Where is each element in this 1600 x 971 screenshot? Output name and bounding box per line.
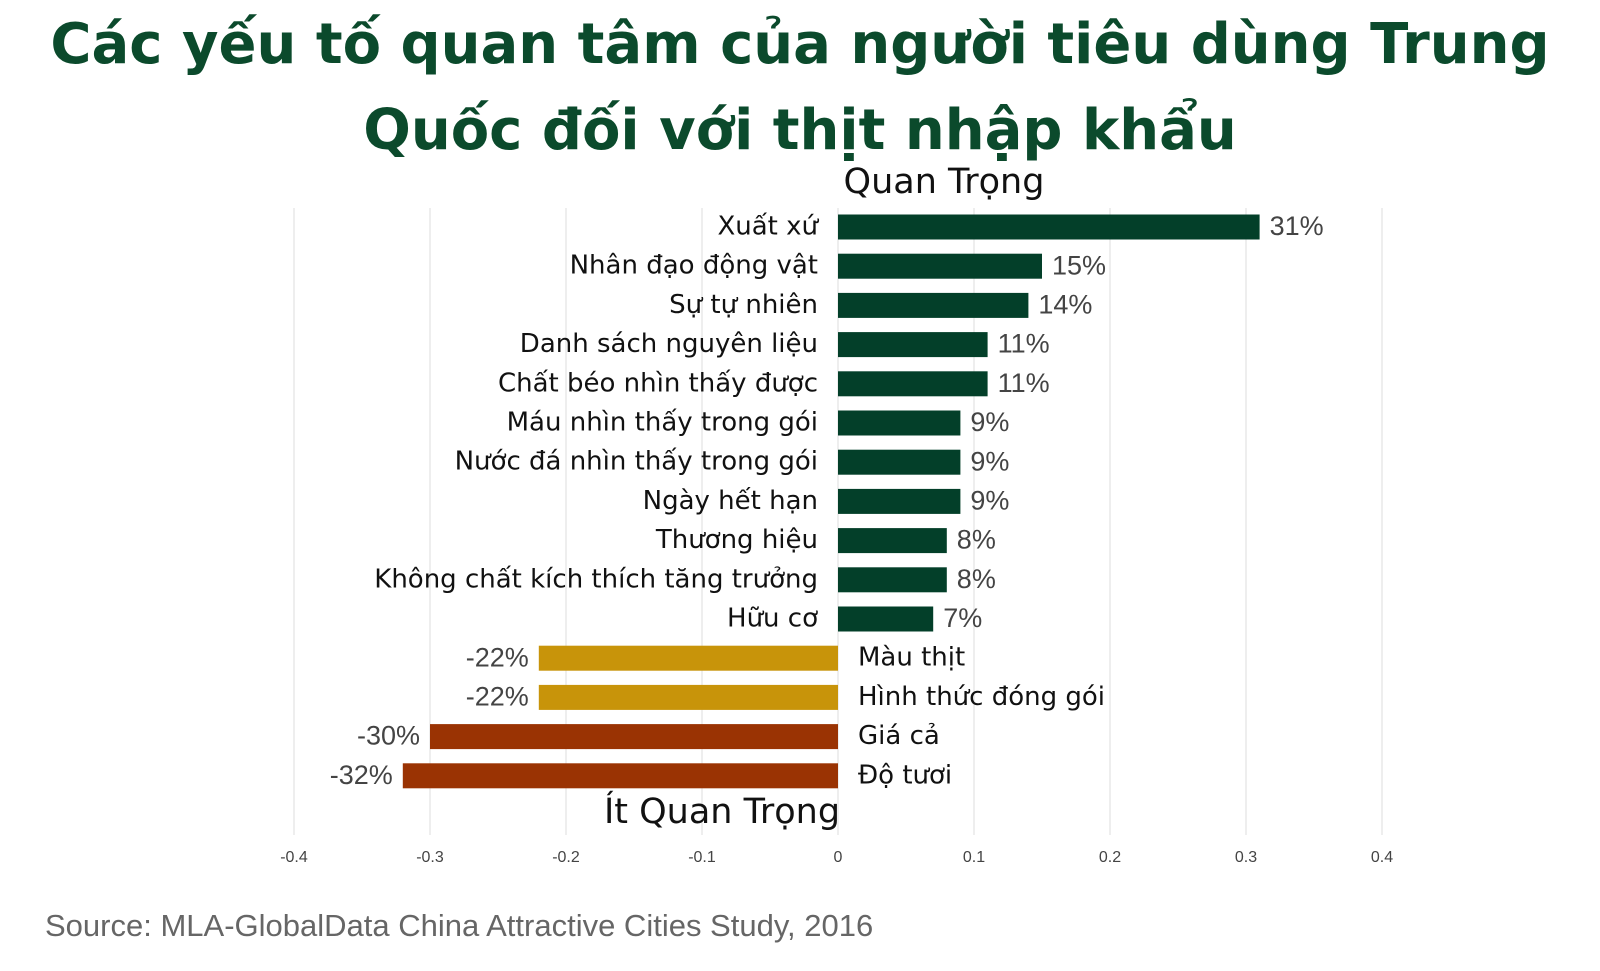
bar	[538, 684, 838, 710]
value-label: 31%	[1270, 211, 1324, 241]
value-label: 14%	[1038, 290, 1092, 320]
category-label: Hình thức đóng gói	[858, 682, 1105, 712]
category-label: Xuất xứ	[717, 212, 819, 242]
category-label: Ngày hết hạn	[643, 486, 818, 516]
chart-title: Các yếu tố quan tâm của người tiêu dùng …	[50, 12, 1550, 163]
category-label: Nhân đạo động vật	[570, 251, 818, 281]
category-label: Thương hiệu	[655, 525, 818, 555]
value-label: 8%	[957, 564, 996, 594]
value-label: 7%	[943, 603, 982, 633]
source: Source: MLA-GlobalData China Attractive …	[45, 908, 873, 943]
value-label: 8%	[957, 525, 996, 555]
bar	[838, 214, 1260, 240]
category-label: Giá cả	[858, 721, 940, 751]
category-label: Nước đá nhìn thấy trong gói	[455, 447, 818, 477]
bar	[402, 763, 838, 789]
bar	[538, 645, 838, 671]
x-tick-label: -0.4	[280, 849, 308, 866]
annotation: Quan Trọng	[844, 162, 1045, 202]
bar	[838, 488, 961, 514]
bar	[838, 449, 961, 475]
x-tick-label: 0.3	[1235, 849, 1257, 866]
category-label: Chất béo nhìn thấy được	[498, 368, 818, 398]
bar	[430, 724, 838, 750]
value-label: 9%	[970, 407, 1009, 437]
x-tick-label: 0.1	[963, 849, 985, 866]
value-label: -32%	[330, 760, 393, 790]
value-label: 11%	[998, 329, 1050, 359]
value-label: -30%	[357, 721, 420, 751]
value-label: 9%	[970, 446, 1009, 476]
value-label: 11%	[998, 368, 1050, 398]
annotation: Ít Quan Trọng	[604, 790, 840, 832]
value-label: 15%	[1052, 250, 1106, 280]
value-label: -22%	[466, 682, 529, 712]
bar	[838, 371, 988, 397]
category-label: Độ tươi	[858, 760, 952, 790]
bar	[838, 410, 961, 436]
bar	[838, 528, 947, 554]
category-label: Màu thịt	[858, 643, 965, 673]
category-label: Danh sách nguyên liệu	[520, 329, 818, 359]
x-tick-label: -0.2	[552, 849, 580, 866]
x-tick-label: 0.4	[1371, 849, 1393, 866]
bar	[838, 606, 934, 632]
x-tick-label: 0.2	[1099, 849, 1121, 866]
category-label: Sự tự nhiên	[669, 290, 818, 320]
category-label: Hữu cơ	[727, 604, 818, 634]
x-tick-label: -0.1	[688, 849, 716, 866]
bar	[838, 567, 947, 593]
x-tick-label: -0.3	[416, 849, 444, 866]
bar	[838, 253, 1042, 279]
bar	[838, 332, 988, 358]
category-label: Không chất kích thích tăng trưởng	[374, 564, 818, 594]
value-label: 9%	[970, 486, 1009, 516]
bar	[838, 292, 1029, 318]
category-label: Máu nhìn thấy trong gói	[507, 408, 818, 438]
value-label: -22%	[466, 642, 529, 672]
x-tick-label: 0	[834, 849, 843, 866]
